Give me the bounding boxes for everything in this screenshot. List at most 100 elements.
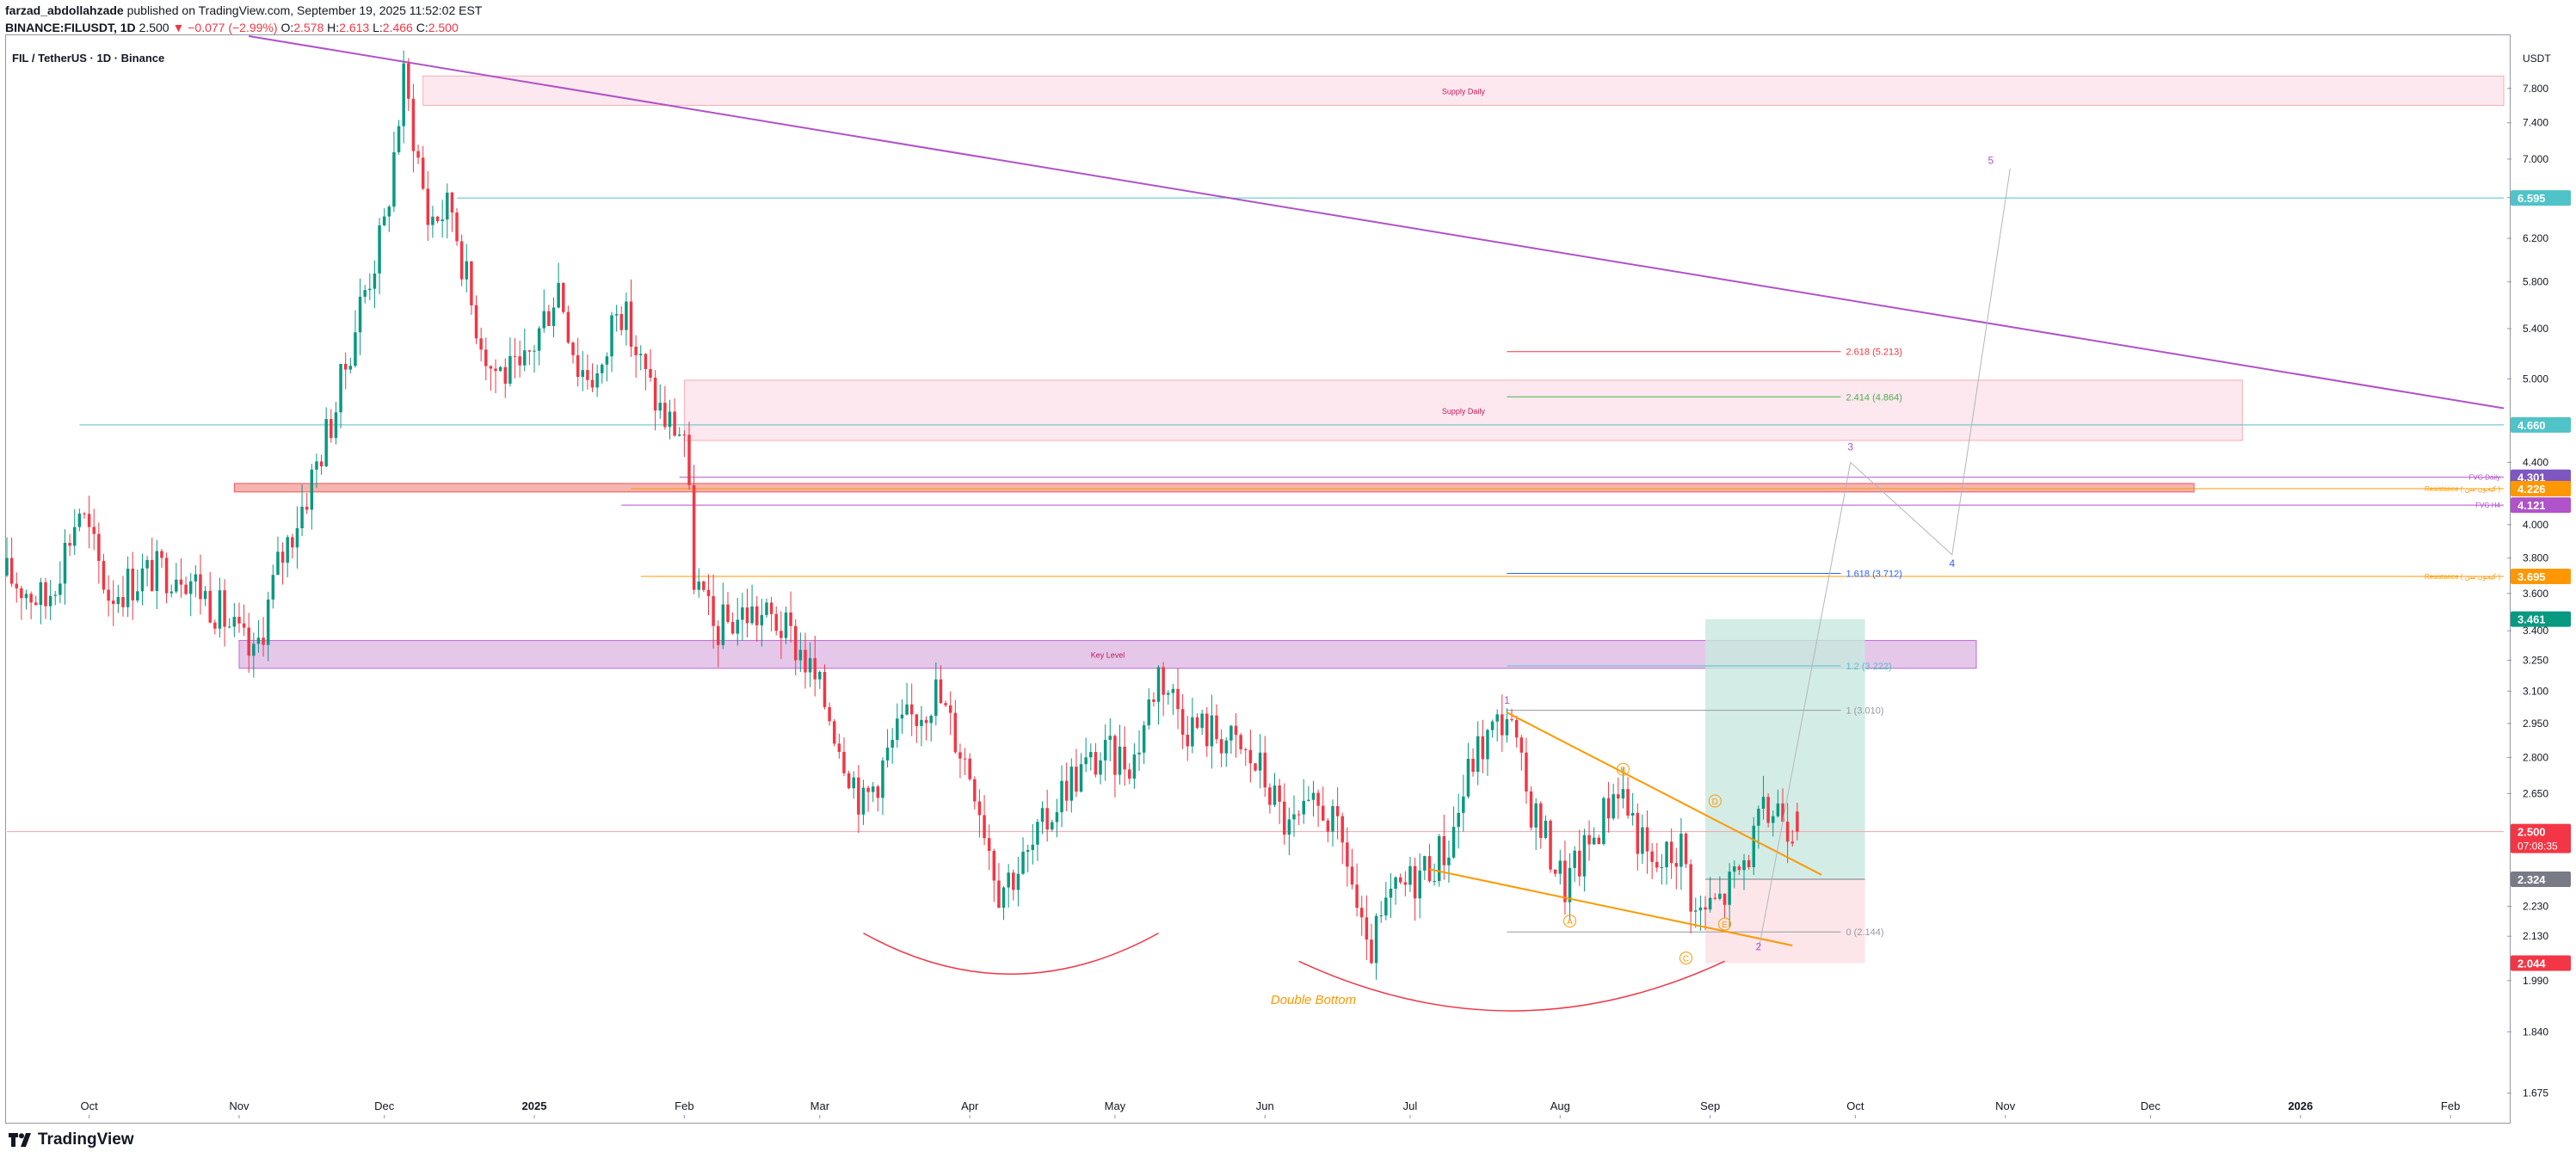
candle-body <box>1708 897 1712 910</box>
candle-body <box>586 370 589 380</box>
candle-body <box>39 582 43 606</box>
chart-frame[interactable] <box>5 34 2511 1124</box>
candle-body <box>1457 812 1460 828</box>
candle-body <box>1283 801 1286 835</box>
hline-label: FVG H4 <box>2475 502 2500 509</box>
candle-body <box>1099 760 1102 775</box>
open-value: 2.578 <box>293 21 324 34</box>
fib-level-label: 2.414 (4.864) <box>1846 392 1902 403</box>
wave-circle <box>1718 917 1732 931</box>
candle-body <box>958 752 962 759</box>
fib-level-label: 2.618 (5.213) <box>1846 348 1902 358</box>
candle-body <box>348 366 353 370</box>
candle-body <box>498 366 502 372</box>
candle-body <box>808 657 812 673</box>
candle-body <box>1370 939 1373 964</box>
candle-body <box>1525 752 1528 792</box>
candle-body <box>59 583 62 595</box>
candle-body <box>571 342 575 355</box>
candle-body <box>77 513 82 527</box>
wave-label: 3 <box>1847 441 1853 453</box>
footer-brand[interactable]: TradingView <box>9 1130 134 1149</box>
candle-body <box>1229 725 1233 741</box>
candle-body <box>765 602 768 615</box>
candle-body <box>1007 872 1010 888</box>
candle-body <box>813 657 817 680</box>
candle-body <box>1147 699 1151 726</box>
candle-body <box>1704 907 1707 910</box>
candle-body <box>1123 746 1126 770</box>
candle-body <box>1398 877 1402 883</box>
candle-body <box>256 638 261 644</box>
candle-body <box>804 650 807 673</box>
candle-body <box>1790 841 1795 844</box>
candle-body <box>1573 850 1576 868</box>
candle-body <box>745 607 749 624</box>
candle-body <box>1684 833 1688 865</box>
candle-body <box>315 461 318 470</box>
candle-body <box>1466 758 1470 797</box>
candle-body <box>1694 910 1698 912</box>
author-name[interactable]: farzad_abdollahzade <box>5 3 124 17</box>
descending-trendline <box>249 35 2505 410</box>
candle-body <box>552 307 556 326</box>
price-tag <box>2511 497 2571 514</box>
candle-body <box>489 366 493 369</box>
price-tag-label: 2.324 <box>2517 873 2546 886</box>
candle-body <box>682 434 687 436</box>
wave-circle <box>1679 952 1693 965</box>
candle-body <box>1757 809 1760 826</box>
candle-body <box>1597 837 1601 845</box>
candle-body <box>948 705 952 713</box>
candle-body <box>218 590 222 629</box>
candle-body <box>339 363 342 413</box>
price-tag <box>2511 568 2571 584</box>
candle-body <box>397 126 401 152</box>
abc-wave-label: C <box>1683 955 1689 964</box>
candle-body <box>441 219 444 222</box>
low-label: L: <box>373 21 383 34</box>
candle-body <box>527 350 532 352</box>
candle-body <box>537 328 541 351</box>
candle-body <box>1031 844 1035 851</box>
low-value: 2.466 <box>382 21 413 34</box>
y-tick-label: 2.800 <box>2523 752 2548 764</box>
candle-body <box>1021 852 1025 874</box>
candle-body <box>929 716 933 724</box>
candle-body <box>68 542 71 546</box>
candle-body <box>1273 785 1277 805</box>
hline-label: FVG Daily <box>2469 474 2500 482</box>
candle-body <box>1248 749 1253 764</box>
candle-body <box>847 773 851 789</box>
x-tick-label: Mar <box>810 1099 830 1112</box>
x-tick-label: Oct <box>1846 1099 1864 1112</box>
candle-body <box>116 597 120 605</box>
candle-body <box>247 627 250 656</box>
candle-body <box>590 379 595 388</box>
candle-body <box>614 314 619 316</box>
candle-body <box>126 568 130 607</box>
candle-body <box>1205 713 1209 747</box>
candle-body <box>905 704 909 715</box>
double-bottom-arc <box>1298 960 1725 1012</box>
candle-body <box>1191 717 1194 747</box>
candle-body <box>1437 835 1441 882</box>
candle-body <box>465 261 469 280</box>
candle-body <box>1234 725 1238 736</box>
price-tag <box>2511 190 2571 206</box>
candle-body <box>1501 714 1504 736</box>
candle-body <box>634 346 638 355</box>
candle-body <box>111 601 115 605</box>
publish-info: published on TradingView.com, September … <box>126 3 483 17</box>
candle-body <box>479 338 483 350</box>
candle-body <box>188 581 193 594</box>
candle-body <box>1539 803 1543 838</box>
candle-body <box>861 787 866 815</box>
candle-body <box>1365 917 1369 940</box>
candle-body <box>1016 873 1020 890</box>
candle-body <box>1359 908 1364 918</box>
candle-body <box>252 644 256 656</box>
candle-body <box>450 192 454 213</box>
candle-body <box>595 373 599 388</box>
